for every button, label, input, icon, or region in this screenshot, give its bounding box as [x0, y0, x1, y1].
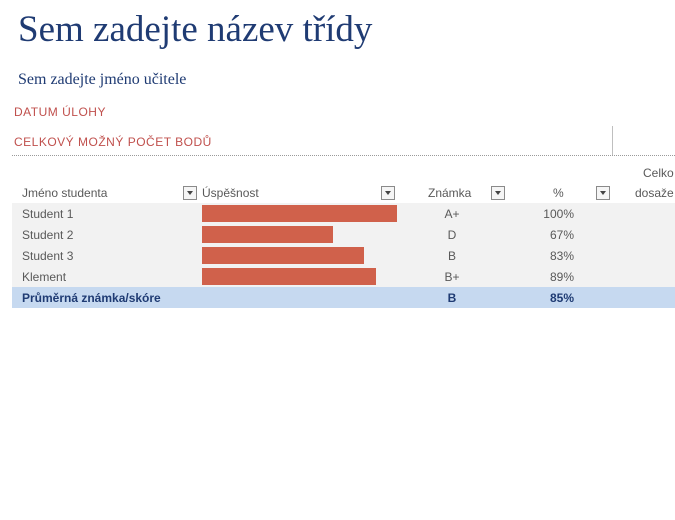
- table-row[interactable]: Student 2 D 67%: [12, 224, 675, 245]
- performance-bar: [202, 226, 333, 243]
- student-name-cell[interactable]: Student 2: [22, 228, 74, 242]
- column-header-total-line2[interactable]: dosaže: [635, 186, 674, 200]
- percent-cell[interactable]: 67%: [549, 228, 574, 242]
- performance-bar: [202, 268, 376, 285]
- total-points-label[interactable]: CELKOVÝ MOŽNÝ POČET BODŮ: [14, 135, 212, 149]
- column-header-total-line1[interactable]: Celko: [643, 166, 674, 180]
- percent-cell[interactable]: 89%: [549, 270, 574, 284]
- filter-dropdown-grade-icon[interactable]: [491, 186, 505, 200]
- percent-cell[interactable]: 83%: [549, 249, 574, 263]
- page-title[interactable]: Sem zadejte název třídy: [18, 9, 373, 50]
- filter-dropdown-percent-icon[interactable]: [596, 186, 610, 200]
- student-table-body: Student 1 A+ 100% Student 2 D 67% Studen…: [12, 203, 675, 287]
- teacher-name[interactable]: Sem zadejte jméno učitele: [18, 71, 187, 88]
- table-row[interactable]: Student 1 A+ 100%: [12, 203, 675, 224]
- section-divider: [12, 155, 675, 156]
- average-label[interactable]: Průměrná známka/skóre: [22, 291, 161, 305]
- percent-cell[interactable]: 100%: [543, 207, 574, 221]
- filter-dropdown-performance-icon[interactable]: [381, 186, 395, 200]
- filter-dropdown-student-name-icon[interactable]: [183, 186, 197, 200]
- average-grade[interactable]: B: [447, 291, 457, 305]
- grade-cell[interactable]: D: [447, 228, 457, 242]
- grade-cell[interactable]: A+: [444, 207, 460, 221]
- student-name-cell[interactable]: Klement: [22, 270, 67, 284]
- column-header-percent[interactable]: %: [553, 186, 564, 200]
- column-header-student-name[interactable]: Jméno studenta: [22, 186, 108, 200]
- assignment-date-label[interactable]: DATUM ÚLOHY: [14, 105, 106, 119]
- column-header-performance[interactable]: Úspěšnost: [202, 186, 259, 200]
- table-row[interactable]: Klement B+ 89%: [12, 266, 675, 287]
- table-row[interactable]: Student 3 B 83%: [12, 245, 675, 266]
- performance-bar: [202, 205, 397, 222]
- grade-cell[interactable]: B: [447, 249, 456, 263]
- grade-cell[interactable]: B+: [444, 270, 460, 284]
- cell-divider: [612, 126, 613, 156]
- average-row[interactable]: Průměrná známka/skóre B 85%: [12, 287, 675, 308]
- column-header-grade[interactable]: Známka: [428, 186, 472, 200]
- student-name-cell[interactable]: Student 3: [22, 249, 74, 263]
- average-percent[interactable]: 85%: [549, 291, 574, 305]
- performance-bar: [202, 247, 364, 264]
- student-name-cell[interactable]: Student 1: [22, 207, 74, 221]
